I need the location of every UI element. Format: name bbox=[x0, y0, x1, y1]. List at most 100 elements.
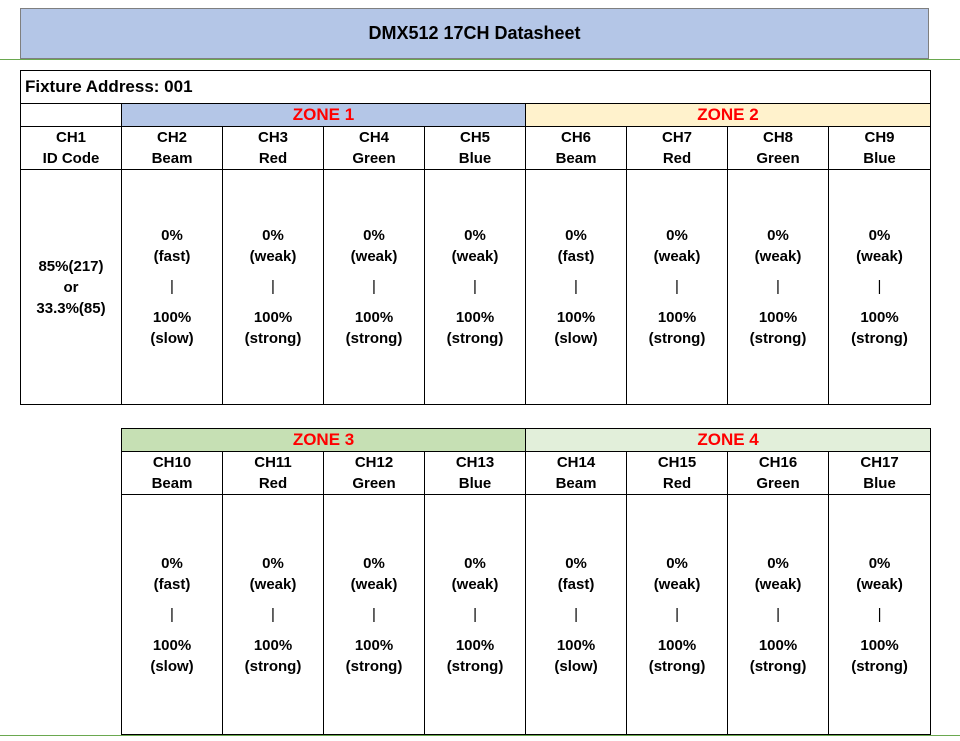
zone-1-header: ZONE 1 bbox=[121, 103, 526, 127]
range-min-label: (weak) bbox=[653, 248, 701, 265]
range-bar: | bbox=[170, 278, 174, 295]
range-min: 0% bbox=[868, 554, 891, 572]
range-max-label: (slow) bbox=[554, 657, 598, 675]
channel-function: Beam bbox=[555, 150, 597, 167]
range-max: 100% bbox=[455, 636, 495, 654]
range-min: 0% bbox=[363, 227, 385, 244]
range-max-label: (strong) bbox=[851, 657, 908, 675]
range-bar: | bbox=[776, 605, 780, 623]
channel-function: Green bbox=[352, 475, 396, 492]
channel-function: Blue bbox=[458, 150, 492, 167]
channel-name: CH11 bbox=[254, 454, 292, 471]
ch17-range: 0% (weak) | 100% (strong) bbox=[828, 494, 932, 735]
range-max-label: (strong) bbox=[345, 330, 403, 347]
channel-function: Beam bbox=[151, 475, 193, 492]
empty-cell bbox=[20, 103, 122, 127]
range-max: 100% bbox=[354, 309, 394, 326]
ch13-header: CH13 Blue bbox=[423, 451, 527, 495]
range-min: 0% bbox=[767, 554, 789, 572]
channel-name: CH9 bbox=[864, 129, 895, 146]
range-min-label: (fast) bbox=[557, 248, 595, 265]
range-bar: | bbox=[473, 605, 477, 623]
range-min: 0% bbox=[262, 554, 284, 572]
channel-name: CH7 bbox=[661, 129, 692, 146]
range-bar: | bbox=[473, 278, 477, 295]
divider-line bbox=[0, 59, 960, 60]
ch1-values: 85%(217) or 33.3%(85) bbox=[20, 169, 122, 405]
datasheet-title: DMX512 17CH Datasheet bbox=[20, 8, 929, 59]
range-min-label: (fast) bbox=[557, 575, 595, 593]
channel-name: CH12 bbox=[354, 454, 394, 471]
range-min-label: (weak) bbox=[350, 248, 398, 265]
channel-name: CH3 bbox=[257, 129, 288, 146]
range-bar: | bbox=[271, 278, 275, 295]
ch8-range: 0% (weak) | 100% (strong) bbox=[727, 169, 829, 405]
ch2-header: CH2 Beam bbox=[121, 126, 223, 170]
ch1-value-3: 33.3%(85) bbox=[36, 299, 106, 317]
range-max-label: (strong) bbox=[446, 657, 504, 675]
ch6-header: CH6 Beam bbox=[525, 126, 627, 170]
range-min: 0% bbox=[161, 227, 183, 244]
ch12-range: 0% (weak) | 100% (strong) bbox=[323, 494, 425, 735]
ch12-header: CH12 Green bbox=[323, 451, 425, 495]
ch10-range: 0% (fast) | 100% (slow) bbox=[121, 494, 223, 735]
zone-2-header: ZONE 2 bbox=[525, 103, 931, 127]
ch13-range: 0% (weak) | 100% (strong) bbox=[423, 494, 527, 735]
range-min: 0% bbox=[767, 227, 789, 244]
channel-name: CH14 bbox=[556, 454, 596, 471]
range-bar: | bbox=[271, 605, 275, 623]
range-min: 0% bbox=[363, 554, 385, 572]
range-min-label: (weak) bbox=[451, 248, 499, 265]
channel-function: Beam bbox=[151, 150, 193, 167]
channel-name: CH5 bbox=[459, 129, 490, 146]
table-zones-1-2: Fixture Address: 001 ZONE 1 ZONE 2 CH1 I… bbox=[20, 70, 931, 405]
ch3-header: CH3 Red bbox=[222, 126, 324, 170]
channel-function: Red bbox=[258, 475, 288, 492]
ch6-range: 0% (fast) | 100% (slow) bbox=[525, 169, 627, 405]
ch1-value-1: 85%(217) bbox=[38, 257, 104, 275]
range-max-label: (strong) bbox=[749, 330, 807, 347]
range-max: 100% bbox=[556, 636, 596, 654]
table-zones-3-4: ZONE 3 ZONE 4 CH10 Beam CH11 Red CH12 Green… bbox=[120, 428, 932, 735]
ch14-range: 0% (fast) | 100% (slow) bbox=[525, 494, 628, 735]
bottom-divider-line bbox=[0, 735, 960, 736]
range-bar: | bbox=[877, 605, 882, 623]
channel-name: CH4 bbox=[358, 129, 389, 146]
range-bar: | bbox=[372, 278, 376, 295]
range-min-label: (weak) bbox=[451, 575, 499, 593]
ch9-range: 0% (weak) | 100% (strong) bbox=[828, 169, 931, 405]
range-max: 100% bbox=[556, 309, 596, 326]
channel-name: CH17 bbox=[860, 454, 899, 471]
ch1-value-2: or bbox=[63, 278, 79, 296]
channel-name: CH10 bbox=[152, 454, 192, 471]
range-bar: | bbox=[574, 605, 578, 623]
range-bar: | bbox=[776, 278, 780, 295]
channel-name: CH2 bbox=[156, 129, 187, 146]
channel-function: Red bbox=[258, 150, 288, 167]
range-bar: | bbox=[877, 278, 882, 295]
range-min-label: (weak) bbox=[856, 575, 903, 593]
ch5-range: 0% (weak) | 100% (strong) bbox=[424, 169, 526, 405]
ch4-range: 0% (weak) | 100% (strong) bbox=[323, 169, 425, 405]
channel-function: Green bbox=[352, 150, 396, 167]
range-min-label: (weak) bbox=[249, 248, 297, 265]
range-max: 100% bbox=[455, 309, 495, 326]
range-max-label: (strong) bbox=[244, 330, 302, 347]
ch1-header: CH1 ID Code bbox=[20, 126, 122, 170]
range-min-label: (fast) bbox=[153, 248, 191, 265]
ch16-range: 0% (weak) | 100% (strong) bbox=[727, 494, 830, 735]
range-max: 100% bbox=[253, 309, 293, 326]
range-min: 0% bbox=[262, 227, 284, 244]
ch9-header: CH9 Blue bbox=[828, 126, 931, 170]
ch3-range: 0% (weak) | 100% (strong) bbox=[222, 169, 324, 405]
range-max-label: (slow) bbox=[554, 330, 598, 347]
channel-function: Blue bbox=[863, 475, 896, 492]
range-max-label: (strong) bbox=[345, 657, 403, 675]
ch1-sub: ID Code bbox=[42, 150, 100, 167]
ch2-range: 0% (fast) | 100% (slow) bbox=[121, 169, 223, 405]
range-max: 100% bbox=[758, 309, 798, 326]
ch7-range: 0% (weak) | 100% (strong) bbox=[626, 169, 728, 405]
channel-function: Blue bbox=[863, 150, 896, 167]
range-bar: | bbox=[574, 278, 578, 295]
channel-name: CH6 bbox=[560, 129, 591, 146]
